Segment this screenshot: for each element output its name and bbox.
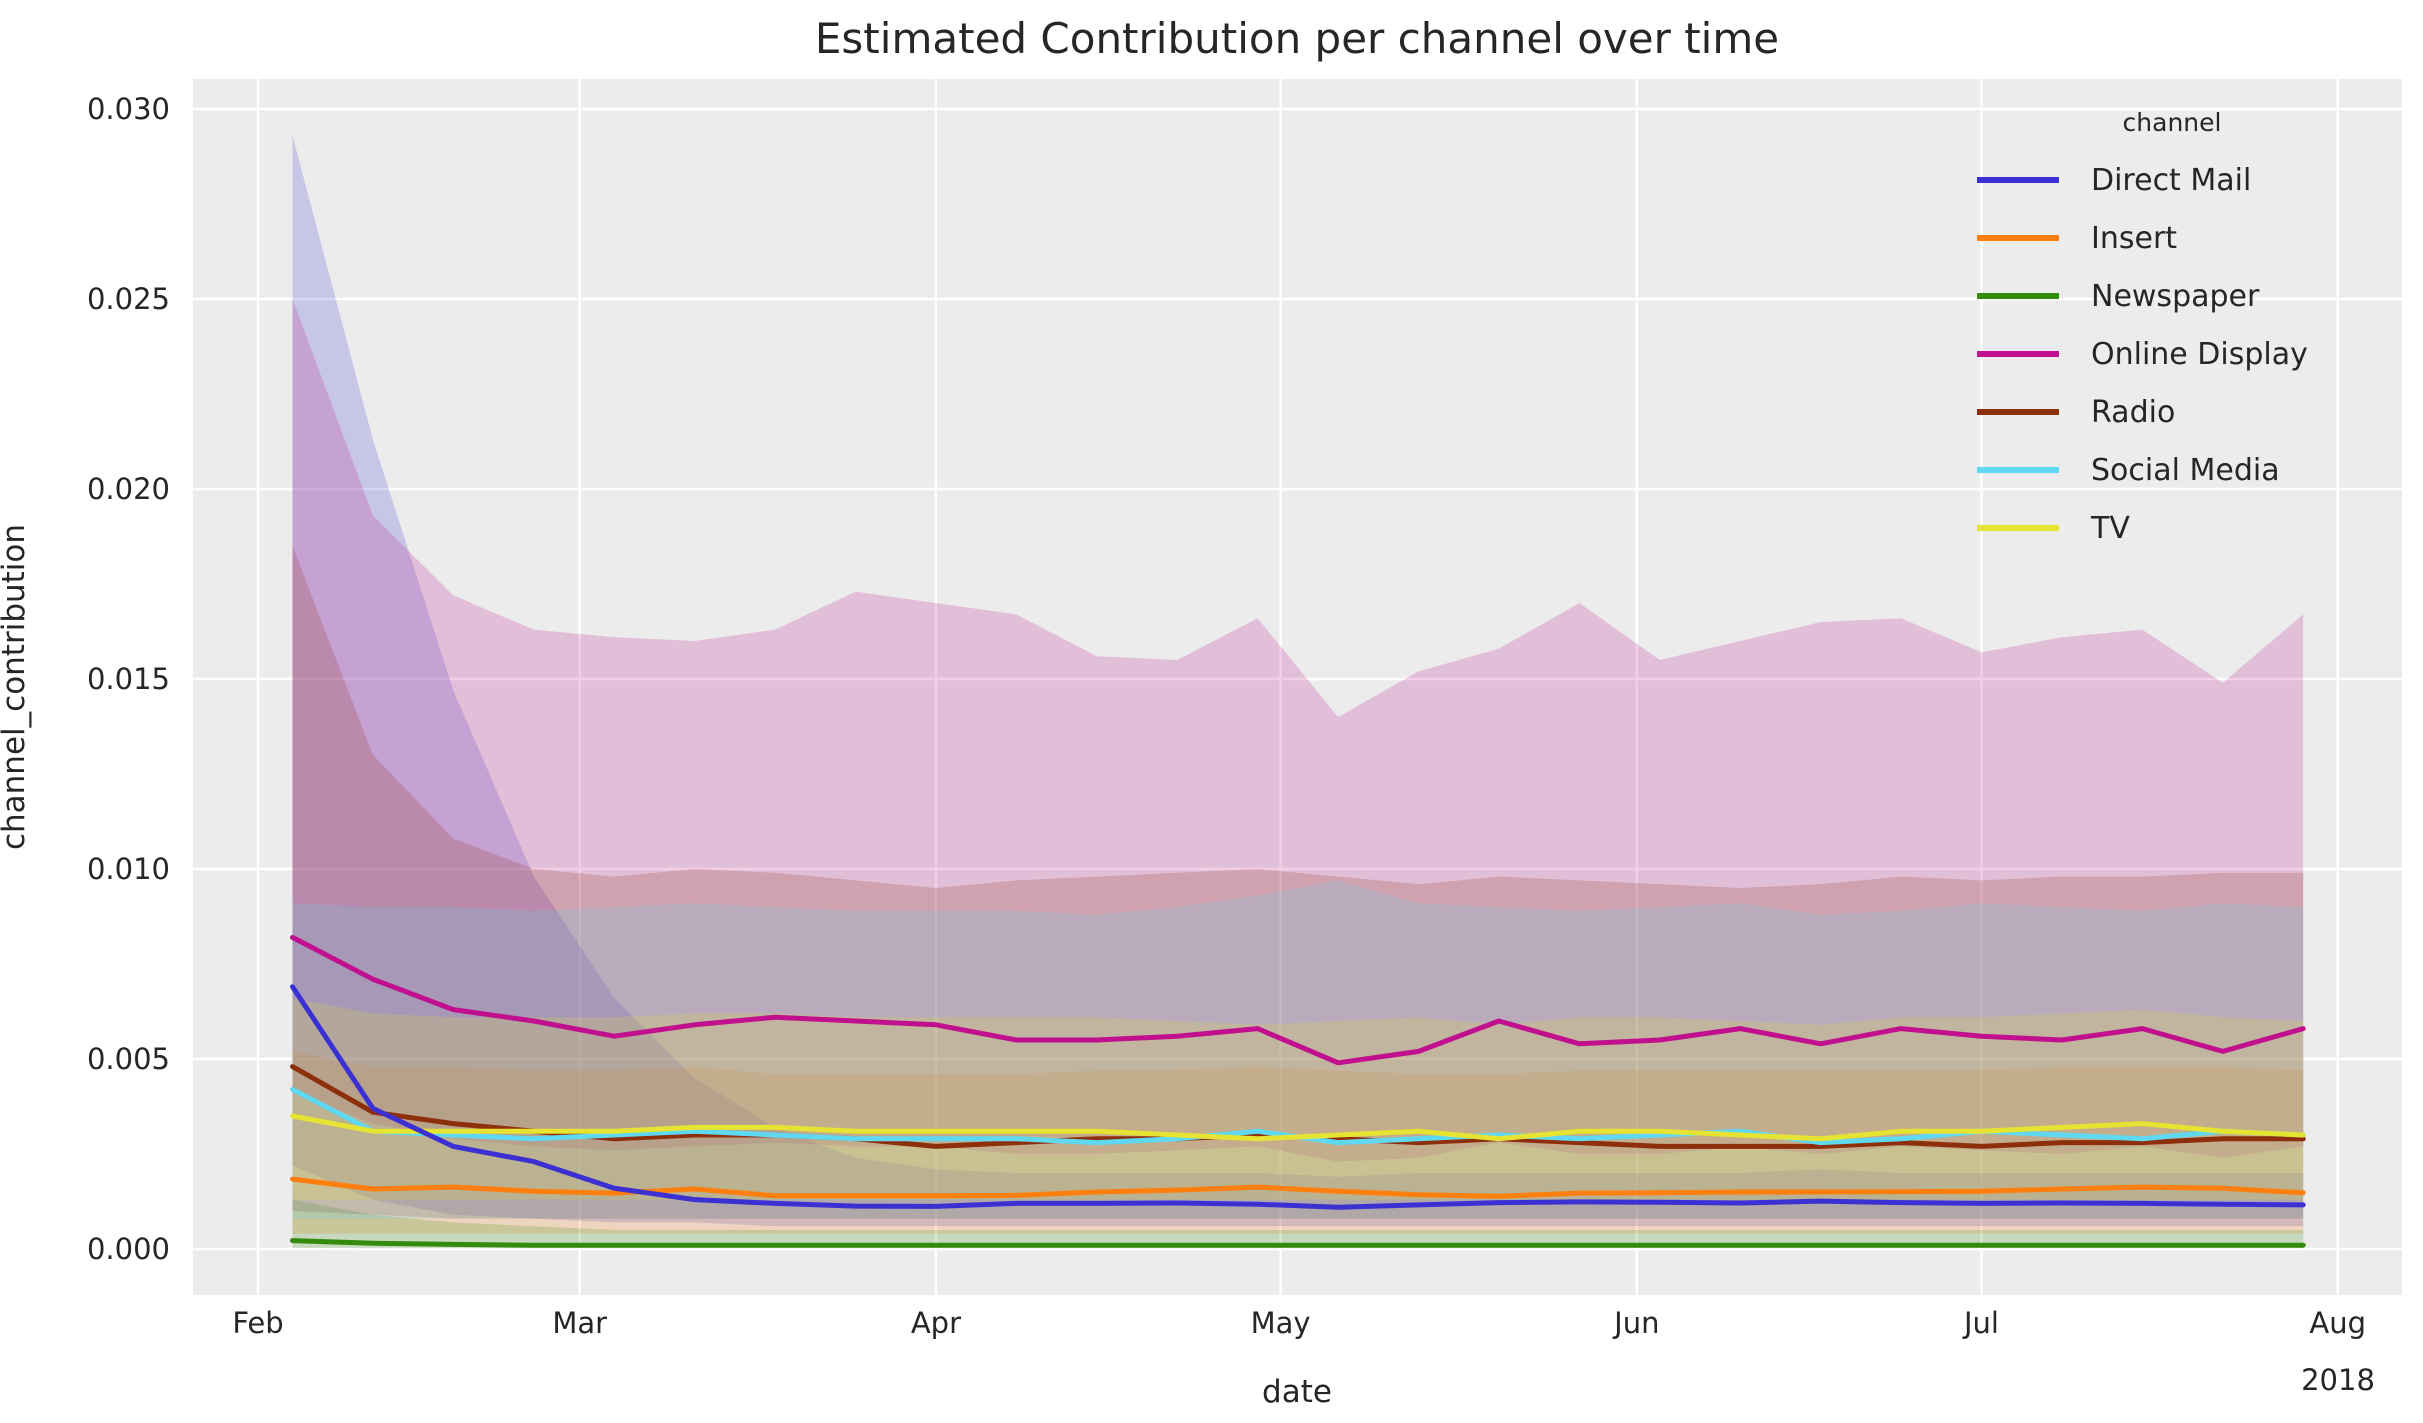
x-axis-year-label: 2018 <box>2301 1363 2375 1397</box>
ci-band-newspaper <box>292 1199 2304 1249</box>
x-tick-label: Feb <box>232 1306 284 1340</box>
legend-title: channel <box>2122 108 2222 137</box>
legend-label: Social Media <box>2091 452 2280 488</box>
legend-entry-insert: Insert <box>1977 209 2407 267</box>
legend-swatch-icon <box>1977 235 2059 241</box>
x-tick-label: Jun <box>1614 1306 1660 1340</box>
ci-band-insert <box>292 1051 2304 1234</box>
y-tick-label: 0.015 <box>86 662 170 696</box>
x-axis-label: date <box>1262 1374 1332 1410</box>
ci-band-radio <box>292 546 2304 1219</box>
y-tick-label: 0.020 <box>86 472 170 506</box>
chart-title: Estimated Contribution per channel over … <box>814 14 1780 63</box>
legend-label: Insert <box>2091 220 2178 256</box>
legend-swatch-icon <box>1977 293 2059 299</box>
legend-swatch-icon <box>1977 351 2059 357</box>
line-newspaper <box>290 1238 2306 1248</box>
legend: channel Direct Mail Insert Newspaper Online… <box>1977 108 2407 557</box>
x-tick-label: Aug <box>2309 1306 2367 1340</box>
legend-entry-tv: TV <box>1977 499 2407 557</box>
ci-band-tv <box>292 998 2304 1200</box>
legend-entry-direct-mail: Direct Mail <box>1977 151 2407 209</box>
x-tick-label: May <box>1250 1306 1311 1340</box>
line-tv <box>290 1113 2306 1142</box>
legend-label: Radio <box>2091 394 2176 430</box>
legend-entry-social-media: Social Media <box>1977 441 2407 499</box>
legend-label: Online Display <box>2091 336 2308 372</box>
axes-background <box>193 79 2402 1295</box>
ci-band-direct-mail <box>292 135 2304 1227</box>
line-direct-mail <box>290 984 2306 1210</box>
y-tick-label: 0.030 <box>86 92 170 126</box>
legend-label: Newspaper <box>2091 278 2260 314</box>
y-tick-label: 0.000 <box>86 1232 170 1266</box>
legend-entry-radio: Radio <box>1977 383 2407 441</box>
legend-swatch-icon <box>1977 409 2059 415</box>
x-tick-label: Mar <box>552 1306 608 1340</box>
legend-swatch-icon <box>1977 177 2059 183</box>
x-tick-label: Apr <box>910 1306 961 1340</box>
legend-entries: Direct Mail Insert Newspaper Online Display… <box>1977 151 2407 557</box>
y-tick-label: 0.025 <box>86 282 170 316</box>
legend-entry-online-display: Online Display <box>1977 325 2407 383</box>
line-online-display <box>290 934 2306 1066</box>
legend-label: TV <box>2091 510 2130 546</box>
legend-entry-newspaper: Newspaper <box>1977 267 2407 325</box>
y-tick-label: 0.005 <box>86 1042 170 1076</box>
legend-swatch-icon <box>1977 467 2059 473</box>
legend-label: Direct Mail <box>2091 162 2252 198</box>
ci-band-online-display <box>292 299 2304 1162</box>
y-axis-label: channel_contribution <box>0 523 32 851</box>
x-tick-label: Jul <box>1964 1306 1999 1340</box>
legend-swatch-icon <box>1977 525 2059 531</box>
y-tick-label: 0.010 <box>86 852 170 886</box>
